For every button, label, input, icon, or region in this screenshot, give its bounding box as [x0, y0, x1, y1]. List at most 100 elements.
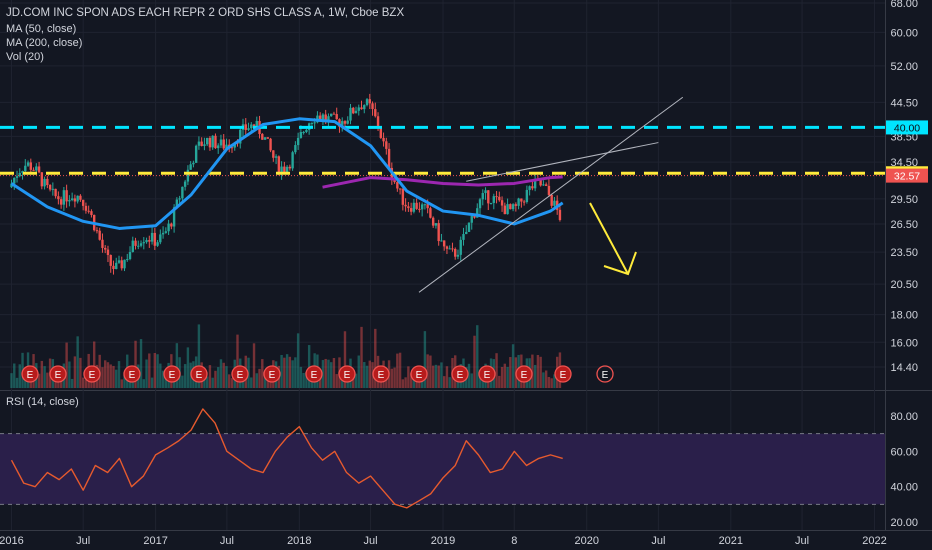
earnings-marker[interactable]: E: [305, 365, 323, 383]
price-tick-label: 52.00: [890, 61, 918, 73]
earnings-marker[interactable]: E: [231, 365, 249, 383]
earnings-marker-circle: [21, 365, 39, 383]
candle-body: [57, 196, 60, 200]
volume-bar: [197, 324, 201, 388]
earnings-marker[interactable]: E: [21, 365, 39, 383]
candle-body: [451, 248, 454, 250]
candle-body: [302, 131, 305, 133]
earnings-marker-circle: [478, 365, 496, 383]
volume-bar: [150, 377, 154, 388]
candle-body: [445, 246, 449, 249]
volume-bar: [104, 360, 107, 388]
candle-body: [476, 208, 479, 218]
volume-bar: [409, 373, 413, 388]
earnings-marker[interactable]: E: [515, 365, 533, 383]
candle-body: [379, 128, 383, 138]
volume-bar: [404, 377, 407, 388]
earnings-marker[interactable]: E: [478, 365, 496, 383]
candle-body: [418, 208, 421, 210]
earnings-marker[interactable]: E: [83, 365, 101, 383]
candle-body: [230, 147, 234, 149]
volume-bar: [470, 373, 473, 388]
volume-bar: [186, 347, 190, 388]
volume-bar: [553, 374, 556, 388]
candle-body: [509, 204, 512, 210]
candle-body: [225, 144, 228, 149]
volume-bar: [183, 364, 187, 388]
candle-body: [59, 199, 63, 205]
earnings-marker[interactable]: E: [554, 365, 572, 383]
candle-body: [426, 204, 429, 209]
volume-bar: [175, 343, 179, 388]
volume-bar: [467, 363, 471, 388]
candle-body: [517, 198, 520, 206]
x-tick-label: 8: [511, 535, 517, 547]
earnings-marker[interactable]: E: [263, 365, 281, 383]
price-badge: 32.57: [886, 168, 928, 183]
candle-body: [335, 114, 338, 120]
earnings-marker-label: E: [378, 370, 385, 381]
candle-body: [332, 113, 336, 115]
earnings-marker[interactable]: E: [372, 365, 390, 383]
candle-body: [29, 162, 33, 170]
earnings-marker-label: E: [560, 370, 567, 381]
earnings-marker-circle: [372, 365, 390, 383]
candle-body: [266, 137, 270, 139]
x-tick-label: Jul: [76, 535, 90, 547]
candle-body: [183, 181, 187, 187]
rsi-tick-label: 20.00: [890, 517, 918, 529]
candle-body: [115, 262, 118, 270]
earnings-marker[interactable]: E: [123, 365, 141, 383]
earnings-marker-circle: [596, 365, 614, 383]
candle-body: [131, 240, 134, 252]
candle-body: [156, 242, 159, 246]
price-badge-bg: [886, 168, 928, 183]
earnings-marker-label: E: [129, 370, 136, 381]
earnings-marker-label: E: [269, 370, 276, 381]
earnings-marker-circle: [49, 365, 67, 383]
earnings-marker[interactable]: E: [163, 365, 181, 383]
volume-bar: [228, 374, 231, 388]
earnings-marker[interactable]: E: [49, 365, 67, 383]
earnings-marker[interactable]: E: [338, 365, 356, 383]
volume-bar: [84, 379, 88, 388]
candle-body: [291, 152, 294, 169]
volume-bar: [442, 376, 446, 388]
candle-body: [459, 239, 462, 255]
earnings-marker[interactable]: E: [410, 365, 428, 383]
candle-body: [170, 223, 173, 227]
candle-body: [43, 178, 46, 187]
candle-body: [354, 110, 358, 114]
earnings-marker[interactable]: E: [451, 365, 469, 383]
candle-body: [68, 200, 71, 202]
earnings-marker[interactable]: E: [190, 365, 208, 383]
down-arrow: [589, 202, 629, 275]
candle-body: [90, 211, 93, 215]
candle-body: [407, 206, 410, 209]
earnings-marker-label: E: [311, 370, 318, 381]
candle-body: [346, 120, 349, 124]
volume-bar: [79, 357, 82, 388]
candle-body: [239, 129, 242, 144]
volume-bar: [324, 358, 327, 388]
candle-body: [420, 204, 424, 210]
earnings-marker-circle: [305, 365, 323, 383]
candle-body: [368, 99, 371, 104]
earnings-marker[interactable]: E: [596, 365, 614, 383]
price-tick-label: 44.50: [890, 97, 918, 109]
volume-bar: [65, 342, 68, 388]
x-tick-label: 2017: [143, 535, 167, 547]
volume-bar: [18, 364, 21, 388]
candle-body: [465, 231, 468, 235]
x-tick-label: 2016: [0, 535, 24, 547]
candle-body: [539, 179, 542, 186]
earnings-marker-label: E: [55, 370, 62, 381]
candle-body: [197, 141, 201, 146]
volume-bar: [208, 365, 212, 388]
down-arrow-head: [603, 251, 637, 276]
rsi-tick-label: 80.00: [890, 411, 918, 423]
candle-body: [478, 199, 482, 209]
volume-bar: [153, 352, 157, 388]
candle-body: [305, 129, 308, 132]
